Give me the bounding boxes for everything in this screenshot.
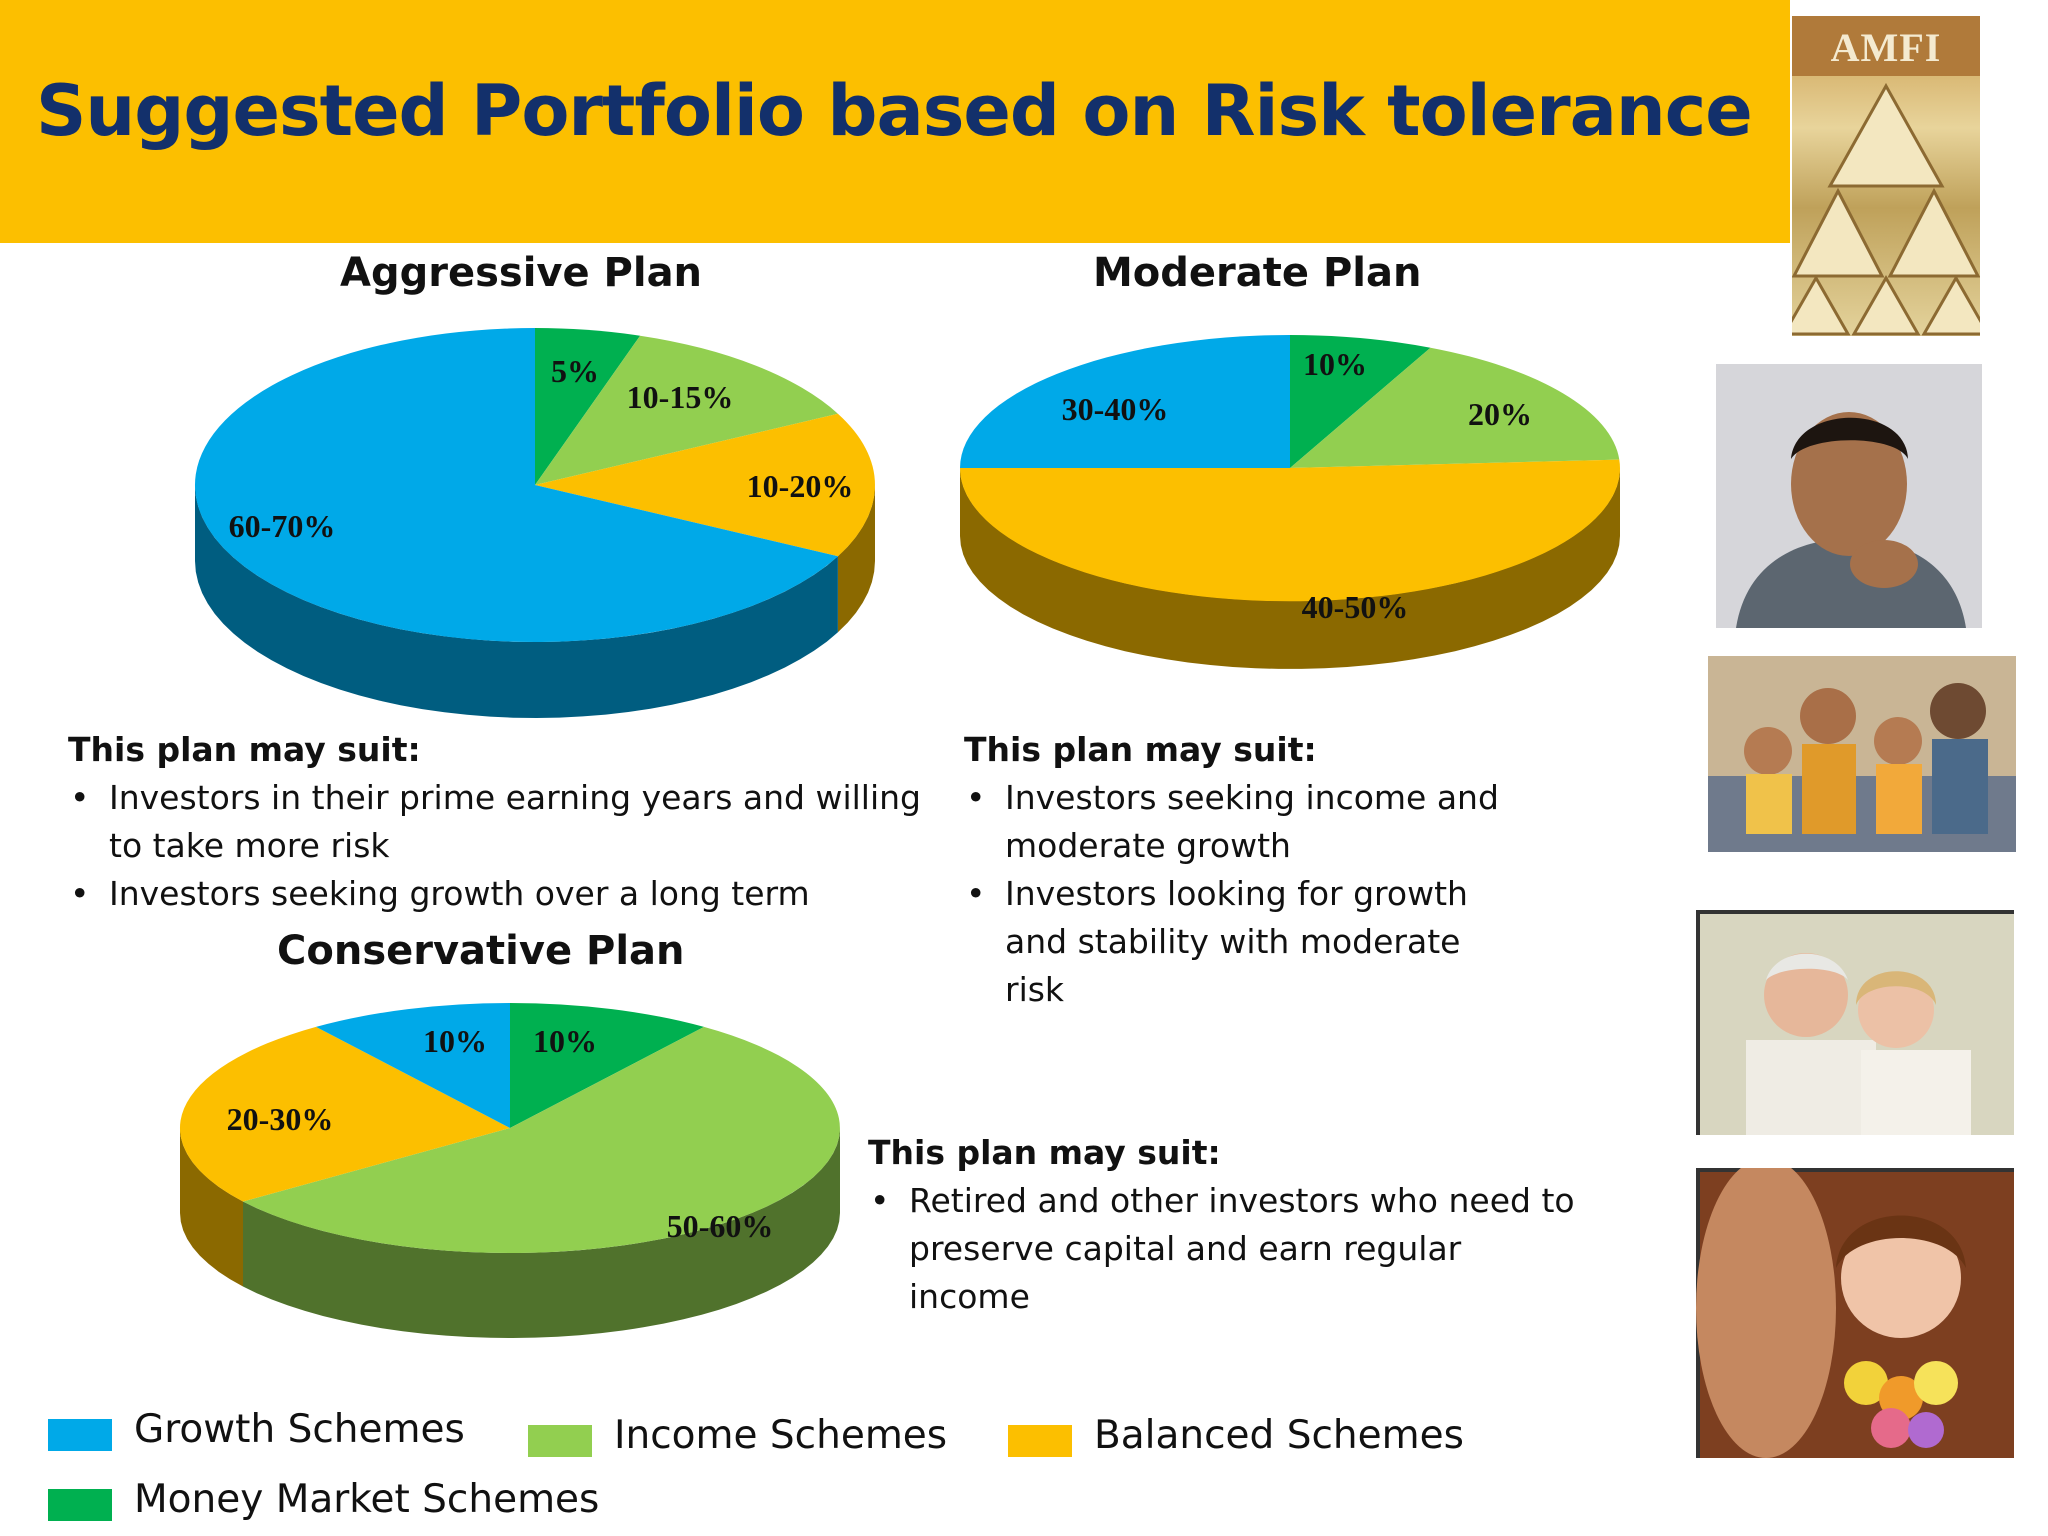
pie-depth	[960, 468, 1620, 669]
pie-slice-label: 30-40%	[1062, 391, 1169, 427]
moderate-suitability: This plan may suit: Investors seeking in…	[964, 726, 1524, 1014]
suit-bullet: Investors in their prime earning years a…	[68, 774, 928, 870]
moderate-pie-chart: 10% 20% 40-50% 30-40%	[959, 335, 1620, 669]
legend-swatch	[528, 1425, 592, 1457]
pyramid-logo-icon	[1792, 16, 1980, 336]
suit-bullet: Investors seeking growth over a long ter…	[68, 870, 928, 918]
pie-slice-growth-schemes	[316, 1003, 510, 1128]
pie-slice-growth-schemes	[960, 335, 1290, 468]
conservative-suitability: This plan may suit: Retired and other in…	[868, 1129, 1588, 1321]
pie-top	[194, 328, 875, 642]
legend-label: Balanced Schemes	[1094, 1413, 1464, 1458]
pie-slice-label: 5%	[551, 353, 599, 389]
pie-side-balanced-schemes	[837, 485, 875, 633]
suit-bullet: Investors looking for growth and stabili…	[964, 870, 1524, 1014]
pie-slice-label: 10%	[533, 1023, 597, 1059]
legend-label: Money Market Schemes	[134, 1477, 600, 1522]
pie-slice-label: 10-15%	[627, 379, 734, 415]
amfi-logo: AMFI	[1792, 16, 1980, 336]
pie-slice-label: 10%	[1303, 346, 1367, 382]
pie-slice-label: 40-50%	[1302, 589, 1409, 625]
pie-side-balanced-schemes	[180, 1128, 243, 1287]
pie-depth	[180, 1128, 840, 1338]
pie-slice-label: 10-20%	[747, 468, 854, 504]
pie-slice-label: 60-70%	[229, 508, 336, 544]
pie-slice-income-schemes	[243, 1026, 840, 1253]
pie-slice-label: 50-60%	[667, 1208, 774, 1244]
suit-bullet: Retired and other investors who need to …	[868, 1177, 1588, 1321]
slide-title: Suggested Portfolio based on Risk tolera…	[36, 70, 1753, 152]
legend-swatch	[48, 1419, 112, 1451]
aggressive-pie-chart: 5% 10-15% 10-20% 60-70%	[194, 328, 875, 718]
conservative-plan-title: Conservative Plan	[277, 928, 685, 974]
photo-girl-with-flowers	[1696, 1168, 2014, 1458]
legend-swatch	[1008, 1425, 1072, 1457]
suit-bullet: Investors seeking income and moderate gr…	[964, 774, 1524, 870]
family-image	[1708, 656, 2016, 852]
pie-depth	[195, 485, 875, 718]
pie-slice-label: 10%	[423, 1023, 487, 1059]
pie-slice-income-schemes	[535, 335, 838, 485]
pie-slice-money-market-schemes	[510, 1003, 704, 1128]
elderly-couple-image	[1696, 910, 2014, 1135]
pie-side-growth-schemes	[195, 485, 838, 718]
suit-heading: This plan may suit:	[68, 730, 421, 769]
pie-slice-label: 20-30%	[227, 1101, 334, 1137]
girl-with-flowers-image	[1696, 1168, 2014, 1458]
suit-heading: This plan may suit:	[964, 730, 1317, 769]
title-bar: Suggested Portfolio based on Risk tolera…	[0, 0, 1790, 243]
conservative-pie-chart: 10% 50-60% 20-30% 10%	[179, 1003, 840, 1338]
pie-slice-growth-schemes	[194, 328, 838, 642]
suit-heading: This plan may suit:	[868, 1133, 1221, 1172]
photo-man-portrait	[1716, 364, 1982, 628]
pie-slice-balanced-schemes	[535, 413, 875, 557]
photo-elderly-couple	[1696, 910, 2014, 1135]
pie-slice-money-market-schemes	[1290, 335, 1431, 468]
pie-slice-balanced-schemes	[179, 1026, 511, 1202]
legend-swatch	[48, 1489, 112, 1521]
pie-side-income-schemes	[243, 1128, 840, 1338]
pie-slice-balanced-schemes	[959, 459, 1620, 602]
photo-family	[1708, 656, 2016, 852]
legend-label: Growth Schemes	[134, 1407, 465, 1452]
moderate-plan-title: Moderate Plan	[1093, 250, 1422, 296]
aggressive-suitability: This plan may suit: Investors in their p…	[68, 726, 928, 918]
pie-slice-label: 20%	[1468, 396, 1532, 432]
pie-slice-income-schemes	[1290, 347, 1620, 468]
pie-top	[179, 1003, 840, 1253]
pie-slice-money-market-schemes	[535, 328, 641, 485]
pie-top	[959, 335, 1620, 602]
legend-label: Income Schemes	[614, 1413, 948, 1458]
pie-side-balanced-schemes	[960, 468, 1620, 669]
logo-text: AMFI	[1830, 25, 1942, 70]
aggressive-plan-title: Aggressive Plan	[340, 250, 703, 296]
man-portrait-image	[1716, 364, 1982, 628]
